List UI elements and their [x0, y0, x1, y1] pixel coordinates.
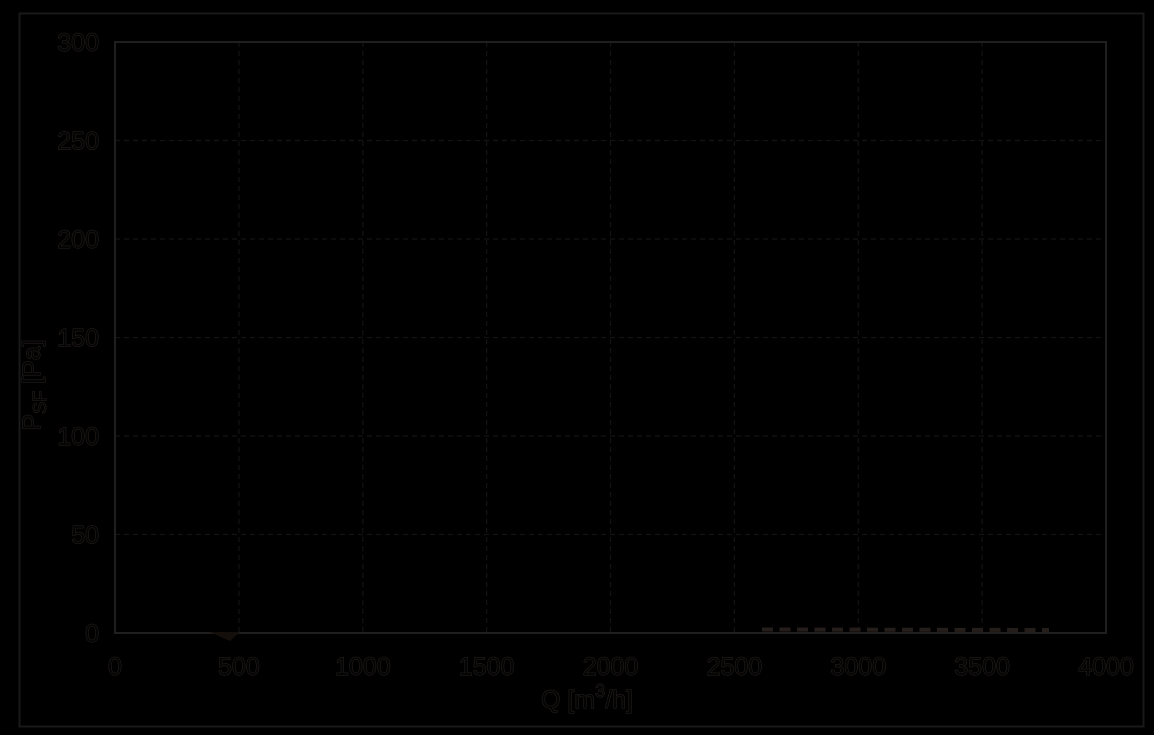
x-tick-label-1500: 1500 — [459, 653, 515, 681]
gridlines — [115, 42, 1106, 633]
x-axis-title-superscript: 3 — [595, 681, 605, 701]
y-axis-title-main: P — [18, 414, 46, 431]
x-tick-label-4000: 4000 — [1078, 653, 1134, 681]
x-axis-title: Q [m3/h] — [541, 681, 633, 714]
y-tick-labels: 300 250 200 150 100 50 0 — [57, 29, 100, 649]
y-axis-title-rest: [Pa] — [18, 339, 46, 390]
y-tick-label-150: 150 — [57, 325, 99, 353]
y-tick-label-300: 300 — [57, 29, 99, 57]
y-tick-label-200: 200 — [57, 226, 99, 254]
x-axis-title-rest: /h] — [605, 686, 633, 714]
x-tick-label-2000: 2000 — [583, 653, 639, 681]
x-axis-title-main: Q [m — [541, 686, 595, 714]
y-tick-label-250: 250 — [57, 128, 99, 156]
figure-border — [18, 12, 1145, 728]
x-tick-label-500: 500 — [218, 653, 260, 681]
x-tick-label-3500: 3500 — [954, 653, 1010, 681]
y-axis-title-subscript: SF — [30, 391, 50, 414]
y-tick-label-0: 0 — [85, 620, 99, 648]
axis-notch-artifact — [210, 632, 240, 641]
y-axis-title: PSF [Pa] — [18, 339, 50, 430]
y-tick-label-50: 50 — [71, 522, 99, 550]
x-tick-label-3000: 3000 — [830, 653, 886, 681]
x-tick-label-0: 0 — [108, 653, 122, 681]
x-tick-label-1000: 1000 — [335, 653, 391, 681]
x-tick-labels: 0 500 1000 1500 2000 2500 3000 3500 4000 — [108, 653, 1135, 682]
plot-area-border — [114, 41, 1107, 634]
pressure-curve-dashed-segment — [761, 627, 1050, 632]
x-tick-label-2500: 2500 — [707, 653, 763, 681]
y-tick-label-100: 100 — [57, 423, 99, 451]
